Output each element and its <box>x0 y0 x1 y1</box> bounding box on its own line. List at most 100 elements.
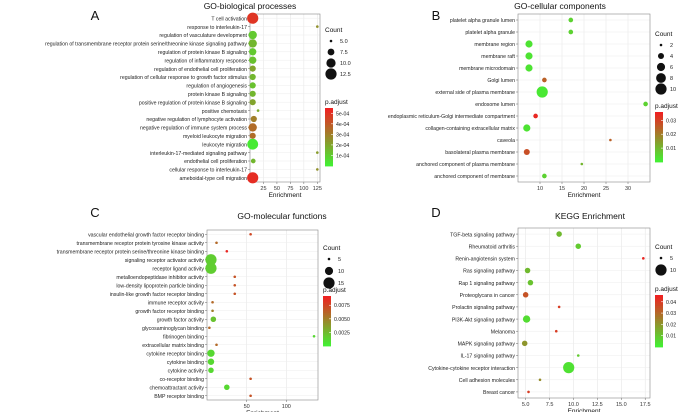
category-label: interleukin-17-mediated signaling pathwa… <box>150 151 247 157</box>
x-tick-label: 17.5 <box>640 402 651 408</box>
color-legend-gradient-segment <box>323 339 331 343</box>
size-legend-dot <box>327 48 335 56</box>
color-legend-gradient-segment <box>655 153 663 157</box>
data-point <box>247 12 259 24</box>
category-label: Cytokine-cytokine receptor interaction <box>428 366 515 372</box>
color-legend-gradient-segment <box>655 139 663 142</box>
x-tick-label: 7.5 <box>546 402 554 408</box>
color-legend-gradient-segment <box>655 155 663 159</box>
category-label: leukocyte migration <box>202 142 247 148</box>
data-point <box>249 232 252 236</box>
category-label: MAPK signaling pathway <box>458 342 516 348</box>
data-point <box>249 90 256 97</box>
category-label: Breast cancer <box>483 390 515 396</box>
size-legend-label: 7.5 <box>340 50 348 56</box>
category-label: regulation of inflammatory response <box>165 58 248 64</box>
color-legend-gradient-segment <box>655 130 663 134</box>
data-point <box>523 124 531 132</box>
panel-c: C GO-molecular functions vascular endothel… <box>57 205 350 412</box>
data-point <box>208 326 211 330</box>
data-point <box>521 340 528 347</box>
data-point <box>248 30 257 40</box>
data-point <box>248 39 257 48</box>
size-legend-title: Count <box>325 27 343 34</box>
color-legend-gradient-segment <box>655 137 663 140</box>
size-legend-label: 5 <box>338 257 341 263</box>
x-tick-label: 15 <box>559 186 565 192</box>
category-label: IL-17 signaling pathway <box>460 354 515 360</box>
data-point <box>215 343 218 347</box>
category-label: low-density lipoprotein particle binding <box>116 283 204 289</box>
size-legend-label: 4 <box>670 54 673 60</box>
category-label: membrane region <box>474 42 515 48</box>
color-legend-title: p.adjust <box>325 99 348 106</box>
category-label: signaling receptor activator activity <box>125 258 205 264</box>
x-tick-label: 100 <box>299 186 308 192</box>
category-label: vascular endothelial growth factor recep… <box>88 232 204 238</box>
category-label: endoplasmic reticulum-Golgi intermediate… <box>388 114 516 120</box>
category-label: PI3K-Akt signaling pathway <box>452 317 516 323</box>
category-label: regulation of angiogenesis <box>186 84 247 90</box>
color-legend-gradient-segment <box>323 298 331 301</box>
size-legend-label: 12.5 <box>340 72 351 78</box>
category-label: receptor ligand activity <box>152 266 204 272</box>
size-legend-label: 5 <box>670 256 673 262</box>
color-legend-gradient-segment <box>325 134 333 138</box>
data-point <box>249 99 256 106</box>
color-legend-gradient-segment <box>323 308 331 311</box>
category-label: fibrinogen binding <box>163 334 204 340</box>
size-legend-label: 10 <box>670 87 676 93</box>
data-point <box>522 315 531 323</box>
data-point <box>536 86 548 98</box>
data-point <box>249 132 256 139</box>
data-point <box>249 65 256 72</box>
data-point <box>205 262 217 274</box>
x-tick-label: 15.0 <box>616 402 627 408</box>
category-label: transmembrane receptor protein serine/th… <box>57 249 204 255</box>
category-label: regulation of transmembrane receptor pro… <box>45 42 247 48</box>
color-legend-gradient-segment <box>323 335 331 339</box>
color-legend-gradient-segment <box>655 334 663 337</box>
category-label: Renin-angiotensin system <box>455 257 515 263</box>
size-legend-label: 15 <box>338 281 344 287</box>
category-label: external side of plasma membrane <box>435 90 515 96</box>
plot-border <box>249 13 321 183</box>
category-label: platelet alpha granule lumen <box>450 18 515 24</box>
category-label: endothelial cell proliferation <box>184 159 247 165</box>
color-legend-gradient-segment <box>323 296 331 299</box>
data-point <box>208 367 214 374</box>
category-label: response to interleukin-17 <box>187 25 247 31</box>
plot-border <box>517 227 651 399</box>
data-point <box>525 40 533 48</box>
category-label: co-receptor binding <box>160 377 205 383</box>
panel-label: D <box>431 205 440 220</box>
color-legend-gradient-segment <box>325 153 333 157</box>
color-legend-gradient-segment <box>655 338 663 341</box>
size-legend-label: 10 <box>338 269 344 275</box>
color-legend-gradient-segment <box>325 122 333 126</box>
data-point <box>542 173 547 179</box>
category-label: positive regulation of protein kinase B … <box>139 100 247 106</box>
category-label: regulation of endothelial cell prolifera… <box>154 67 247 73</box>
color-legend-gradient-segment <box>323 318 331 322</box>
color-legend-gradient-segment <box>323 310 331 314</box>
color-legend-gradient-segment <box>655 342 663 346</box>
data-point <box>249 73 256 81</box>
color-legend-gradient-segment <box>325 156 333 160</box>
category-label: negative regulation of lymphocyte activa… <box>146 117 247 123</box>
color-legend-gradient-segment <box>655 143 663 146</box>
category-label: BMP receptor binding <box>154 394 204 400</box>
color-legend-gradient-segment <box>655 325 663 328</box>
category-label: Melanoma <box>491 329 515 335</box>
color-legend-gradient-segment <box>655 321 663 324</box>
color-legend-label: 3e-04 <box>336 132 349 138</box>
data-point <box>643 101 648 107</box>
color-legend-gradient-segment <box>325 139 333 143</box>
color-legend-gradient-segment <box>325 127 333 131</box>
color-legend-gradient-segment <box>655 149 663 152</box>
color-legend-gradient-segment <box>325 108 333 111</box>
category-label: collagen-containing extracellular matrix <box>425 126 515 132</box>
category-label: Cell adhesion molecules <box>459 378 516 384</box>
color-legend-gradient-segment <box>323 302 331 305</box>
